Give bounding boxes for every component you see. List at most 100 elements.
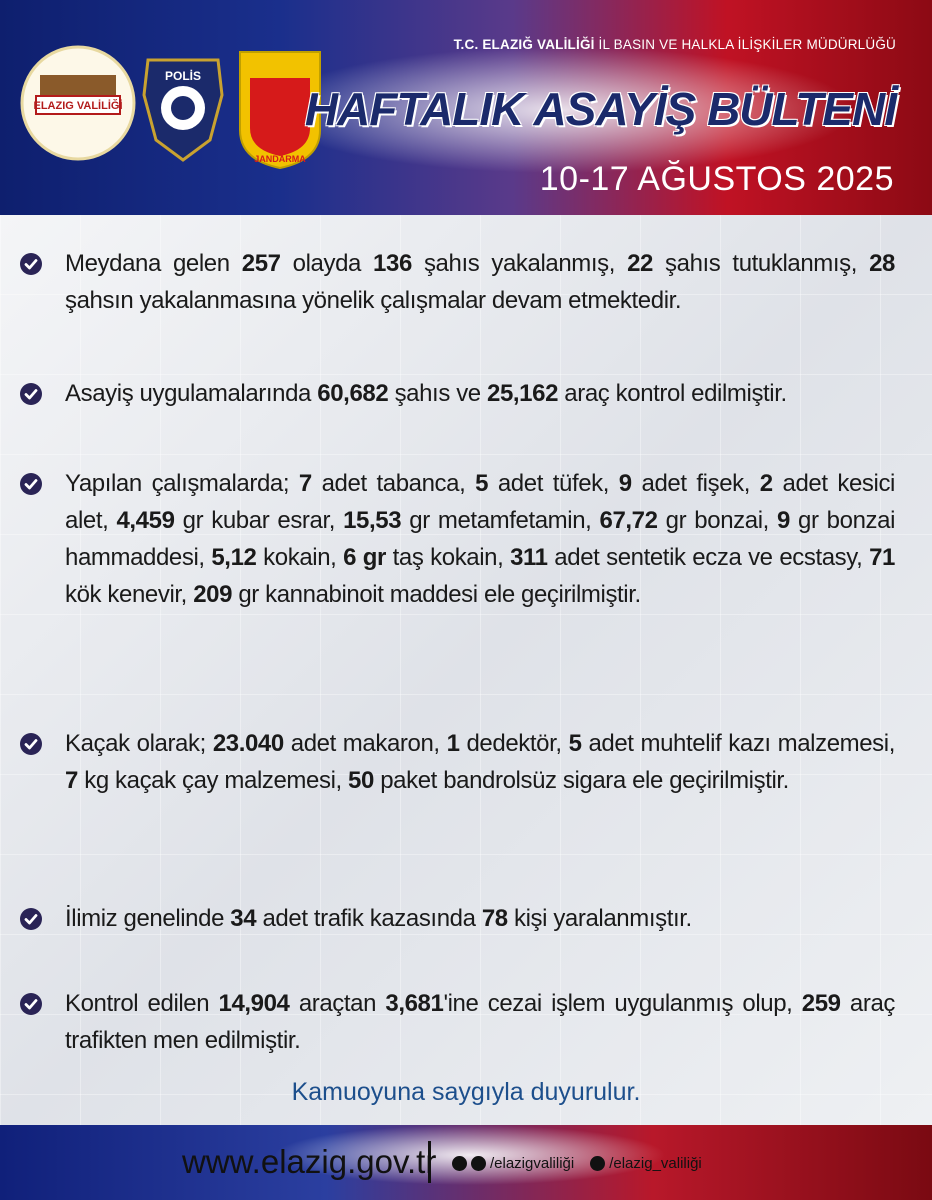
text-run: taş kokain,	[385, 544, 511, 571]
check-mark	[24, 389, 38, 400]
check-icon	[20, 473, 42, 495]
text-run: kg kaçak çay malzemesi,	[77, 767, 349, 794]
text-run: kokain,	[256, 544, 344, 571]
text-run: gr bonzai,	[657, 507, 777, 534]
figure: 23.040	[212, 730, 284, 757]
check-mark	[24, 479, 38, 490]
figure: 311	[510, 544, 548, 571]
title: HAFTALIK ASAYİŞ BÜLTENİ	[304, 83, 897, 135]
figure: 136	[373, 250, 412, 277]
check-icon	[20, 253, 42, 275]
figure: 22	[627, 250, 653, 277]
figure: 14,904	[218, 990, 290, 1017]
figure: 9	[618, 470, 632, 497]
figure: 28	[869, 250, 895, 277]
figure: 71	[869, 544, 895, 571]
figure: 3,681	[385, 990, 444, 1017]
x-icon	[590, 1156, 606, 1171]
text-run: araçtan	[289, 990, 386, 1017]
check-circle	[20, 993, 42, 1015]
logos: ELAZIG VALİLİĞİ POLİS JANDARMA	[20, 45, 321, 170]
agency-rest: İL BASIN VE HALKLA İLİŞKİLER MÜDÜRLÜĞÜ	[598, 37, 896, 52]
text-run: adet tabanca,	[311, 470, 476, 497]
social: /elazigvaliliği /elazig_valiliği	[452, 1155, 702, 1172]
text-run: kişi yaralanmıştır.	[507, 905, 692, 932]
text-run: adet makaron,	[283, 730, 447, 757]
check-circle	[20, 383, 42, 405]
bulletin-item: Yapılan çalışmalarda; 7 adet tabanca, 5 …	[20, 465, 896, 613]
check-mark	[24, 259, 38, 270]
text-run: 'ine cezai işlem uygulanmış olup,	[443, 990, 802, 1017]
facebook-icon	[452, 1156, 467, 1171]
text-run: kök kenevir,	[65, 581, 194, 608]
text-run: gr metamfetamin,	[401, 507, 600, 534]
text-run: Yapılan çalışmalarda;	[65, 470, 299, 497]
text-run: gr bonzai hammaddesi,	[65, 507, 896, 571]
logo-building	[40, 75, 116, 97]
header: ELAZIG VALİLİĞİ POLİS JANDARMA T.C. ELAZ…	[0, 0, 932, 215]
check-circle	[20, 908, 42, 930]
polis-label: POLİS	[165, 68, 201, 83]
logo-banner	[35, 95, 121, 115]
text-run: araç kontrol edilmiştir.	[558, 380, 787, 407]
text-run: adet tüfek,	[488, 470, 619, 497]
text-run: araç trafikten men edilmiştir.	[65, 990, 895, 1054]
text-run: adet muhtelif kazı malzemesi,	[581, 730, 895, 757]
figure: 259	[801, 990, 841, 1017]
text-run: şahsın yakalanmasına yönelik çalışmalar …	[65, 287, 682, 314]
figure: 50	[348, 767, 374, 794]
figure: 5	[568, 730, 582, 757]
closing: Kamuoyuna saygıyla duyurulur.	[291, 1078, 641, 1106]
check-circle	[20, 473, 42, 495]
bulletin-item: Kontrol edilen 14,904 araçtan 3,681'ine …	[20, 985, 895, 1059]
text-run: Kontrol edilen	[65, 990, 219, 1017]
figure: 7	[65, 767, 78, 794]
text-run: gr kannabinoit maddesi ele geçirilmiştir…	[232, 581, 641, 608]
check-icon	[20, 733, 42, 755]
figure: 2	[759, 470, 773, 497]
text-run: şahıs tutuklanmış,	[652, 250, 870, 277]
jandarma-shield	[250, 78, 310, 156]
text-run: gr kubar esrar,	[174, 507, 344, 534]
check-mark	[24, 739, 38, 750]
figure: 5,12	[211, 544, 257, 571]
agency-bold: T.C. ELAZIĞ VALİLİĞİ	[453, 37, 595, 52]
content	[0, 215, 932, 1125]
bulletin-item: Asayiş uygulamalarında 60,682 şahıs ve 2…	[20, 375, 895, 412]
figure: 60,682	[317, 380, 389, 407]
text-run: paket bandrolsüz sigara ele geçirilmişti…	[373, 767, 789, 794]
check-circle	[20, 733, 42, 755]
figure: 209	[193, 581, 233, 608]
figure: 257	[241, 250, 281, 277]
check-mark	[24, 914, 38, 925]
separator	[428, 1141, 431, 1183]
x-handle: /elazig_valiliği	[609, 1155, 702, 1172]
facebook-instagram-handle: /elazigvaliliği	[490, 1155, 575, 1172]
text-run: İlimiz genelinde	[65, 905, 231, 932]
figure: 1	[446, 730, 460, 757]
text-run: Kaçak olarak;	[65, 730, 213, 757]
check-icon	[20, 908, 42, 930]
text-run: şahıs yakalanmış,	[411, 250, 628, 277]
check-circle	[20, 253, 42, 275]
figure: 9	[777, 507, 790, 534]
check-mark	[24, 999, 38, 1010]
polis-star	[171, 96, 195, 120]
figure: 5	[475, 470, 489, 497]
figure: 6 gr	[343, 544, 386, 571]
figure: 4,459	[116, 507, 175, 534]
figure: 34	[230, 905, 257, 932]
website: www.elazig.gov.tr	[182, 1143, 437, 1180]
text-run: adet kesici alet,	[65, 470, 895, 534]
check-icon	[20, 993, 42, 1015]
figure: 25,162	[487, 380, 559, 407]
text-run: adet sentetik ecza ve ecstasy,	[547, 544, 870, 571]
jandarma-label: JANDARMA	[254, 154, 306, 164]
text-run: şahıs ve	[388, 380, 488, 407]
bulletin-item: İlimiz genelinde 34 adet trafik kazasınd…	[20, 900, 895, 937]
text-run: Asayiş uygulamalarında	[65, 380, 318, 407]
date: 10-17 AĞUSTOS 2025	[539, 160, 894, 198]
check-icon	[20, 383, 42, 405]
